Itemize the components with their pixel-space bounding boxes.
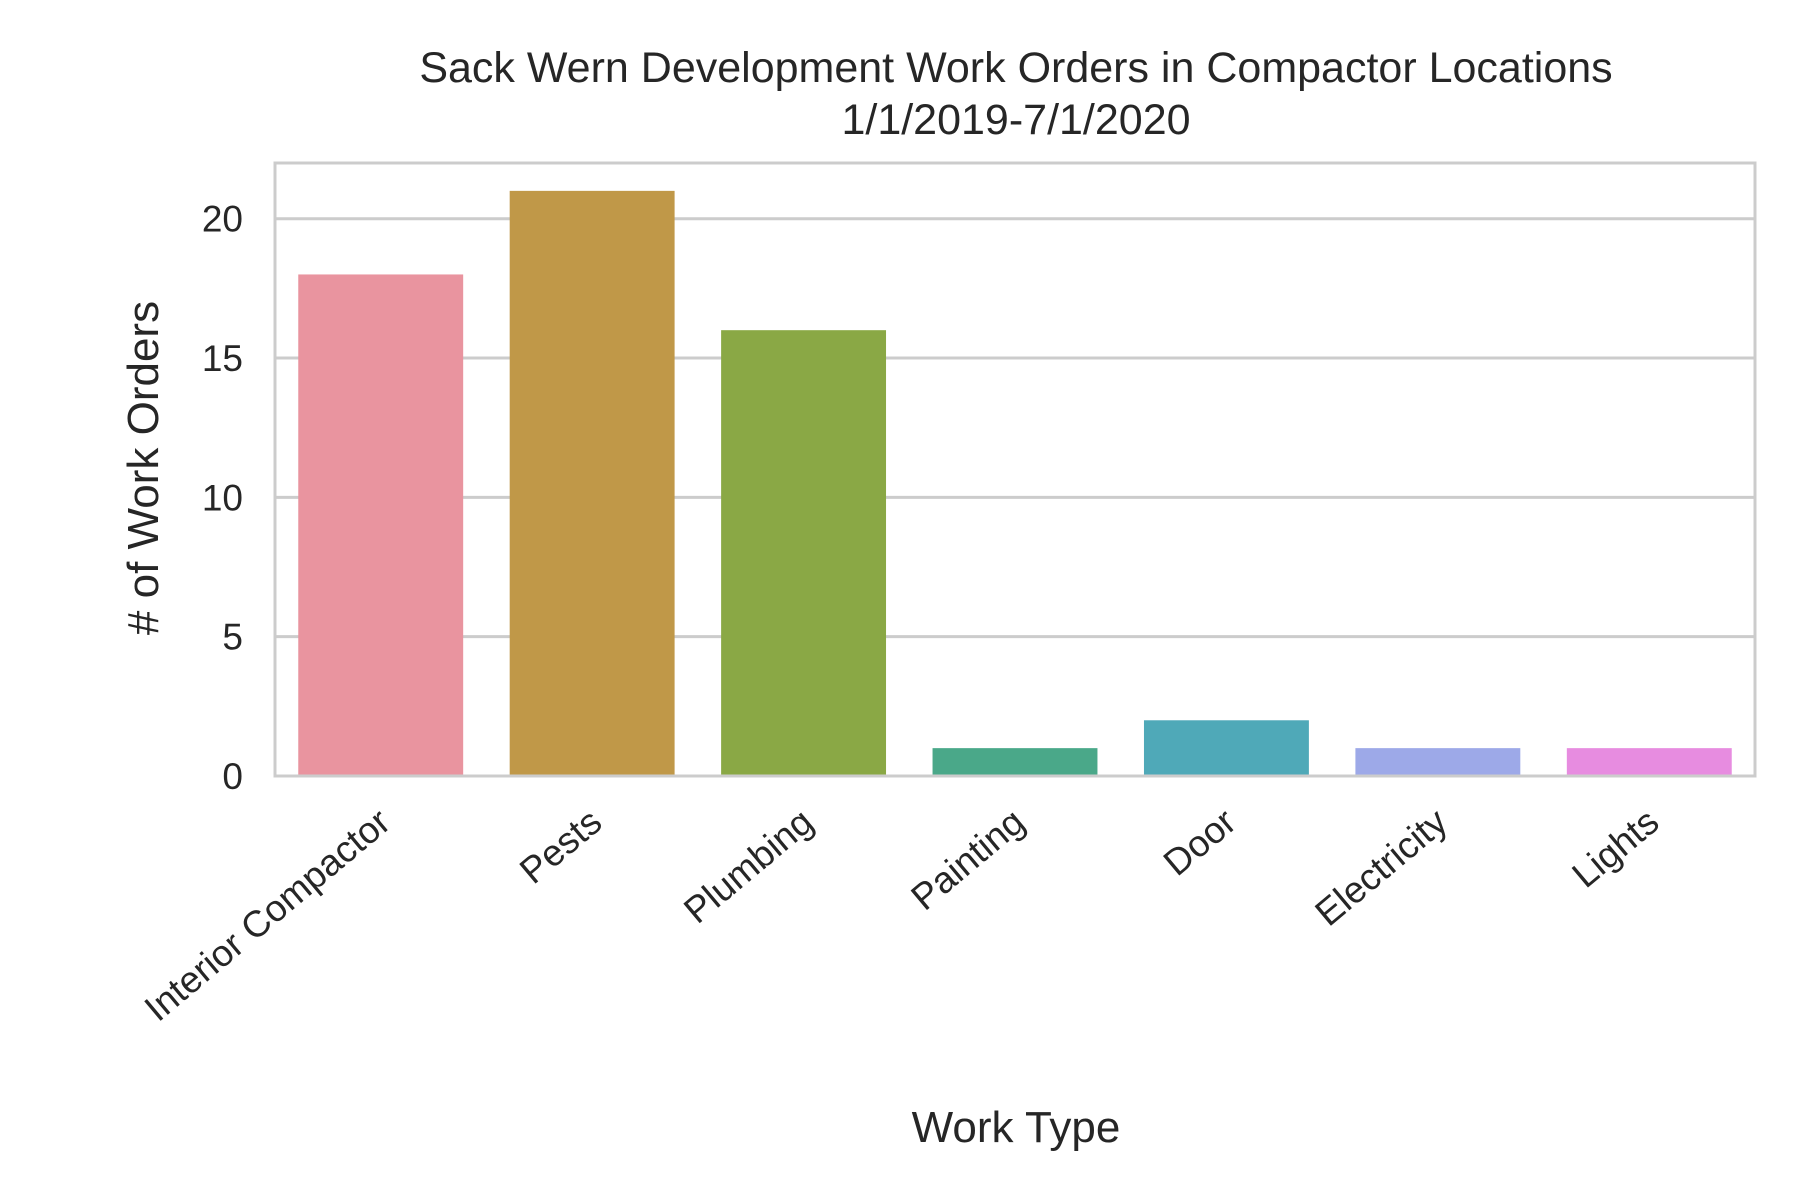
- bar-lights: [1566, 748, 1732, 776]
- chart-title: Sack Wern Development Work Orders in Com…: [419, 44, 1612, 92]
- gridlines: [275, 217, 1755, 639]
- y-tick-label: 20: [202, 199, 243, 240]
- y-tick-label: 5: [222, 617, 243, 658]
- bar-plumbing: [721, 330, 887, 776]
- x-axis-label: Work Type: [912, 1103, 1121, 1152]
- y-axis-ticks: 0 5 10 15 20: [202, 199, 243, 797]
- x-tick-label: Electricity: [1307, 800, 1455, 933]
- x-tick-label: Door: [1156, 801, 1244, 884]
- x-tick-label: Interior Compactor: [137, 801, 398, 1029]
- x-tick-label: Pests: [512, 801, 609, 892]
- bar-pests: [509, 190, 675, 776]
- x-axis-ticks: Interior Compactor Pests Plumbing Painting D…: [137, 800, 1667, 1029]
- y-axis-label: # of Work Orders: [119, 301, 168, 635]
- bar-electricity: [1355, 748, 1521, 776]
- x-tick-label: Lights: [1564, 801, 1666, 896]
- y-tick-label: 10: [202, 477, 243, 518]
- bar-interior-compactor: [298, 274, 464, 776]
- x-tick-label: Plumbing: [676, 801, 821, 932]
- bars: [298, 190, 1732, 776]
- bar-painting: [932, 748, 1098, 776]
- chart-subtitle: 1/1/2019-7/1/2020: [841, 96, 1190, 144]
- y-tick-label: 15: [202, 338, 243, 379]
- bar-door: [1143, 720, 1309, 776]
- y-tick-label: 0: [222, 756, 243, 797]
- plot-frame: [273, 161, 1757, 778]
- x-tick-label: Painting: [903, 801, 1032, 918]
